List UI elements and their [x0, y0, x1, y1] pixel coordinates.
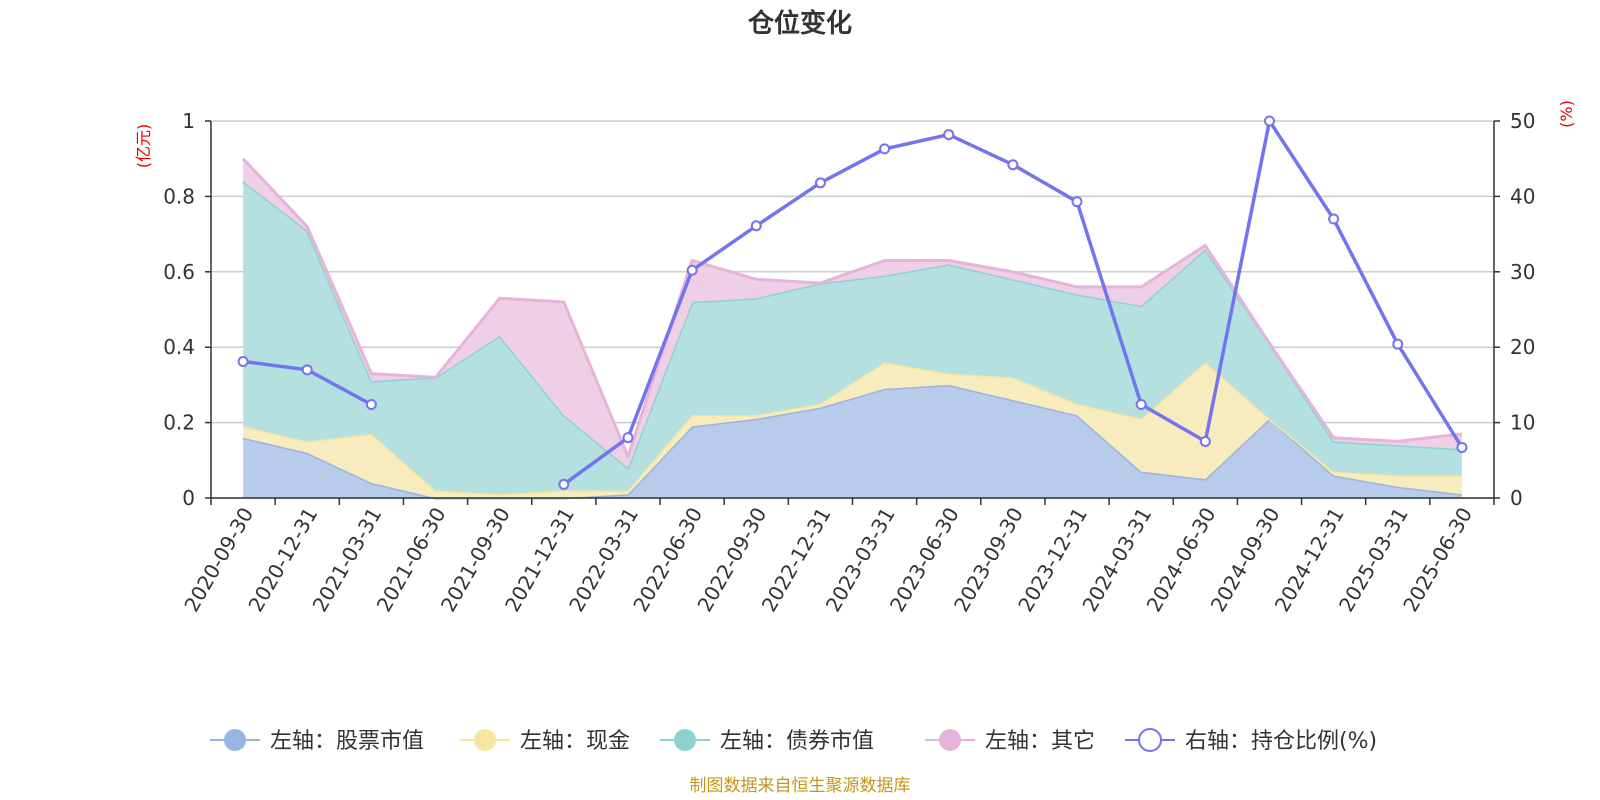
ratio-point[interactable] — [1263, 115, 1275, 127]
ratio-point[interactable] — [879, 143, 891, 155]
legend-label: 左轴：债券市值 — [720, 729, 874, 754]
left-tick-label: 0.4 — [163, 335, 195, 359]
chart-title: 仓位变化 — [747, 8, 852, 39]
ratio-point[interactable] — [1135, 399, 1147, 411]
area-0 — [243, 384, 1462, 498]
legend-marker-icon — [474, 729, 496, 751]
ratio-point[interactable] — [1071, 196, 1083, 208]
right-tick-label: 50 — [1510, 109, 1535, 133]
legend-label: 右轴：持仓比例(%) — [1185, 729, 1377, 754]
data-source-note: 制图数据来自恒生聚源数据库 — [690, 776, 911, 796]
right-tick-label: 20 — [1510, 335, 1535, 359]
area-2 — [243, 181, 1462, 495]
ratio-point[interactable] — [943, 129, 955, 141]
right-tick-label: 0 — [1510, 486, 1523, 510]
legend-label: 左轴：其它 — [985, 729, 1095, 754]
legend-item[interactable]: 右轴：持仓比例(%) — [1125, 728, 1377, 754]
ratio-point[interactable] — [1328, 213, 1340, 225]
ratio-point[interactable] — [750, 220, 762, 232]
left-tick-label: 1 — [182, 109, 195, 133]
area-1 — [243, 362, 1462, 498]
left-tick-label: 0 — [182, 486, 195, 510]
legend-item[interactable]: 左轴：现金 — [460, 729, 630, 754]
left-axis-unit: (亿元) — [134, 124, 153, 169]
legend-marker-icon — [674, 729, 696, 751]
ratio-point[interactable] — [622, 432, 634, 444]
right-tick-label: 40 — [1510, 184, 1535, 208]
right-tick-label: 10 — [1510, 411, 1535, 435]
right-tick-label: 30 — [1510, 260, 1535, 284]
ratio-point[interactable] — [1199, 435, 1211, 447]
area-edge-3 — [242, 157, 1463, 458]
left-tick-label: 0.2 — [163, 411, 195, 435]
position-ratio-line — [237, 115, 1468, 490]
right-axis-unit: (%) — [1557, 100, 1576, 128]
ratio-point[interactable] — [301, 364, 313, 376]
ratio-point[interactable] — [814, 177, 826, 189]
legend-marker-icon — [224, 729, 246, 751]
ratio-point[interactable] — [686, 264, 698, 276]
ratio-point[interactable] — [237, 356, 249, 368]
area-3 — [243, 158, 1462, 468]
legend: 左轴：股票市值 左轴：现金 左轴：债券市值 左轴：其它 右轴：持仓比例(%) — [210, 728, 1377, 754]
legend-marker-icon — [1138, 728, 1162, 752]
ratio-point[interactable] — [1007, 159, 1019, 171]
ratio-point[interactable] — [1392, 338, 1404, 350]
legend-label: 左轴：股票市值 — [270, 729, 424, 754]
ratio-point[interactable] — [365, 399, 377, 411]
ratio-point[interactable] — [1456, 441, 1468, 453]
stacked-areas — [242, 157, 1463, 500]
legend-item[interactable]: 左轴：其它 — [925, 729, 1095, 754]
left-tick-label: 0.6 — [163, 260, 195, 284]
legend-item[interactable]: 左轴：债券市值 — [660, 729, 874, 754]
legend-item[interactable]: 左轴：股票市值 — [210, 729, 424, 754]
legend-label: 左轴：现金 — [520, 729, 630, 754]
legend-marker-icon — [939, 729, 961, 751]
ratio-point[interactable] — [558, 478, 570, 490]
left-tick-label: 0.8 — [163, 184, 195, 208]
